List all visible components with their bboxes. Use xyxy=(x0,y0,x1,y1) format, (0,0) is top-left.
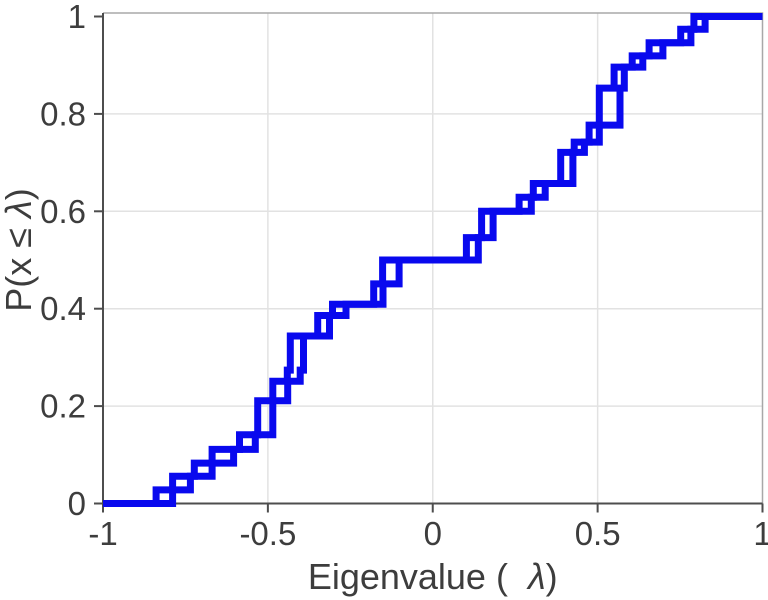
cdf-curve-lower-staircase xyxy=(103,13,763,507)
x-tick-label: 0 xyxy=(424,515,442,552)
y-tick-label: 0.6 xyxy=(40,193,86,230)
x-axis-label: Eigenvalue ( λ) xyxy=(308,556,558,597)
y-tick-label: 0.4 xyxy=(40,290,86,327)
y-axis-label: P(x ≤ λ) xyxy=(0,188,39,311)
x-tick-label: -1 xyxy=(88,515,117,552)
x-tick-label: -0.5 xyxy=(239,515,296,552)
y-tick-label: 0.2 xyxy=(40,388,86,425)
y-tick-label: 0.8 xyxy=(40,95,86,132)
x-tick-label: 0.5 xyxy=(575,515,621,552)
y-tick-label: 0 xyxy=(68,485,86,522)
y-tick-label: 1 xyxy=(68,0,86,35)
x-tick-label: 1 xyxy=(753,515,768,552)
